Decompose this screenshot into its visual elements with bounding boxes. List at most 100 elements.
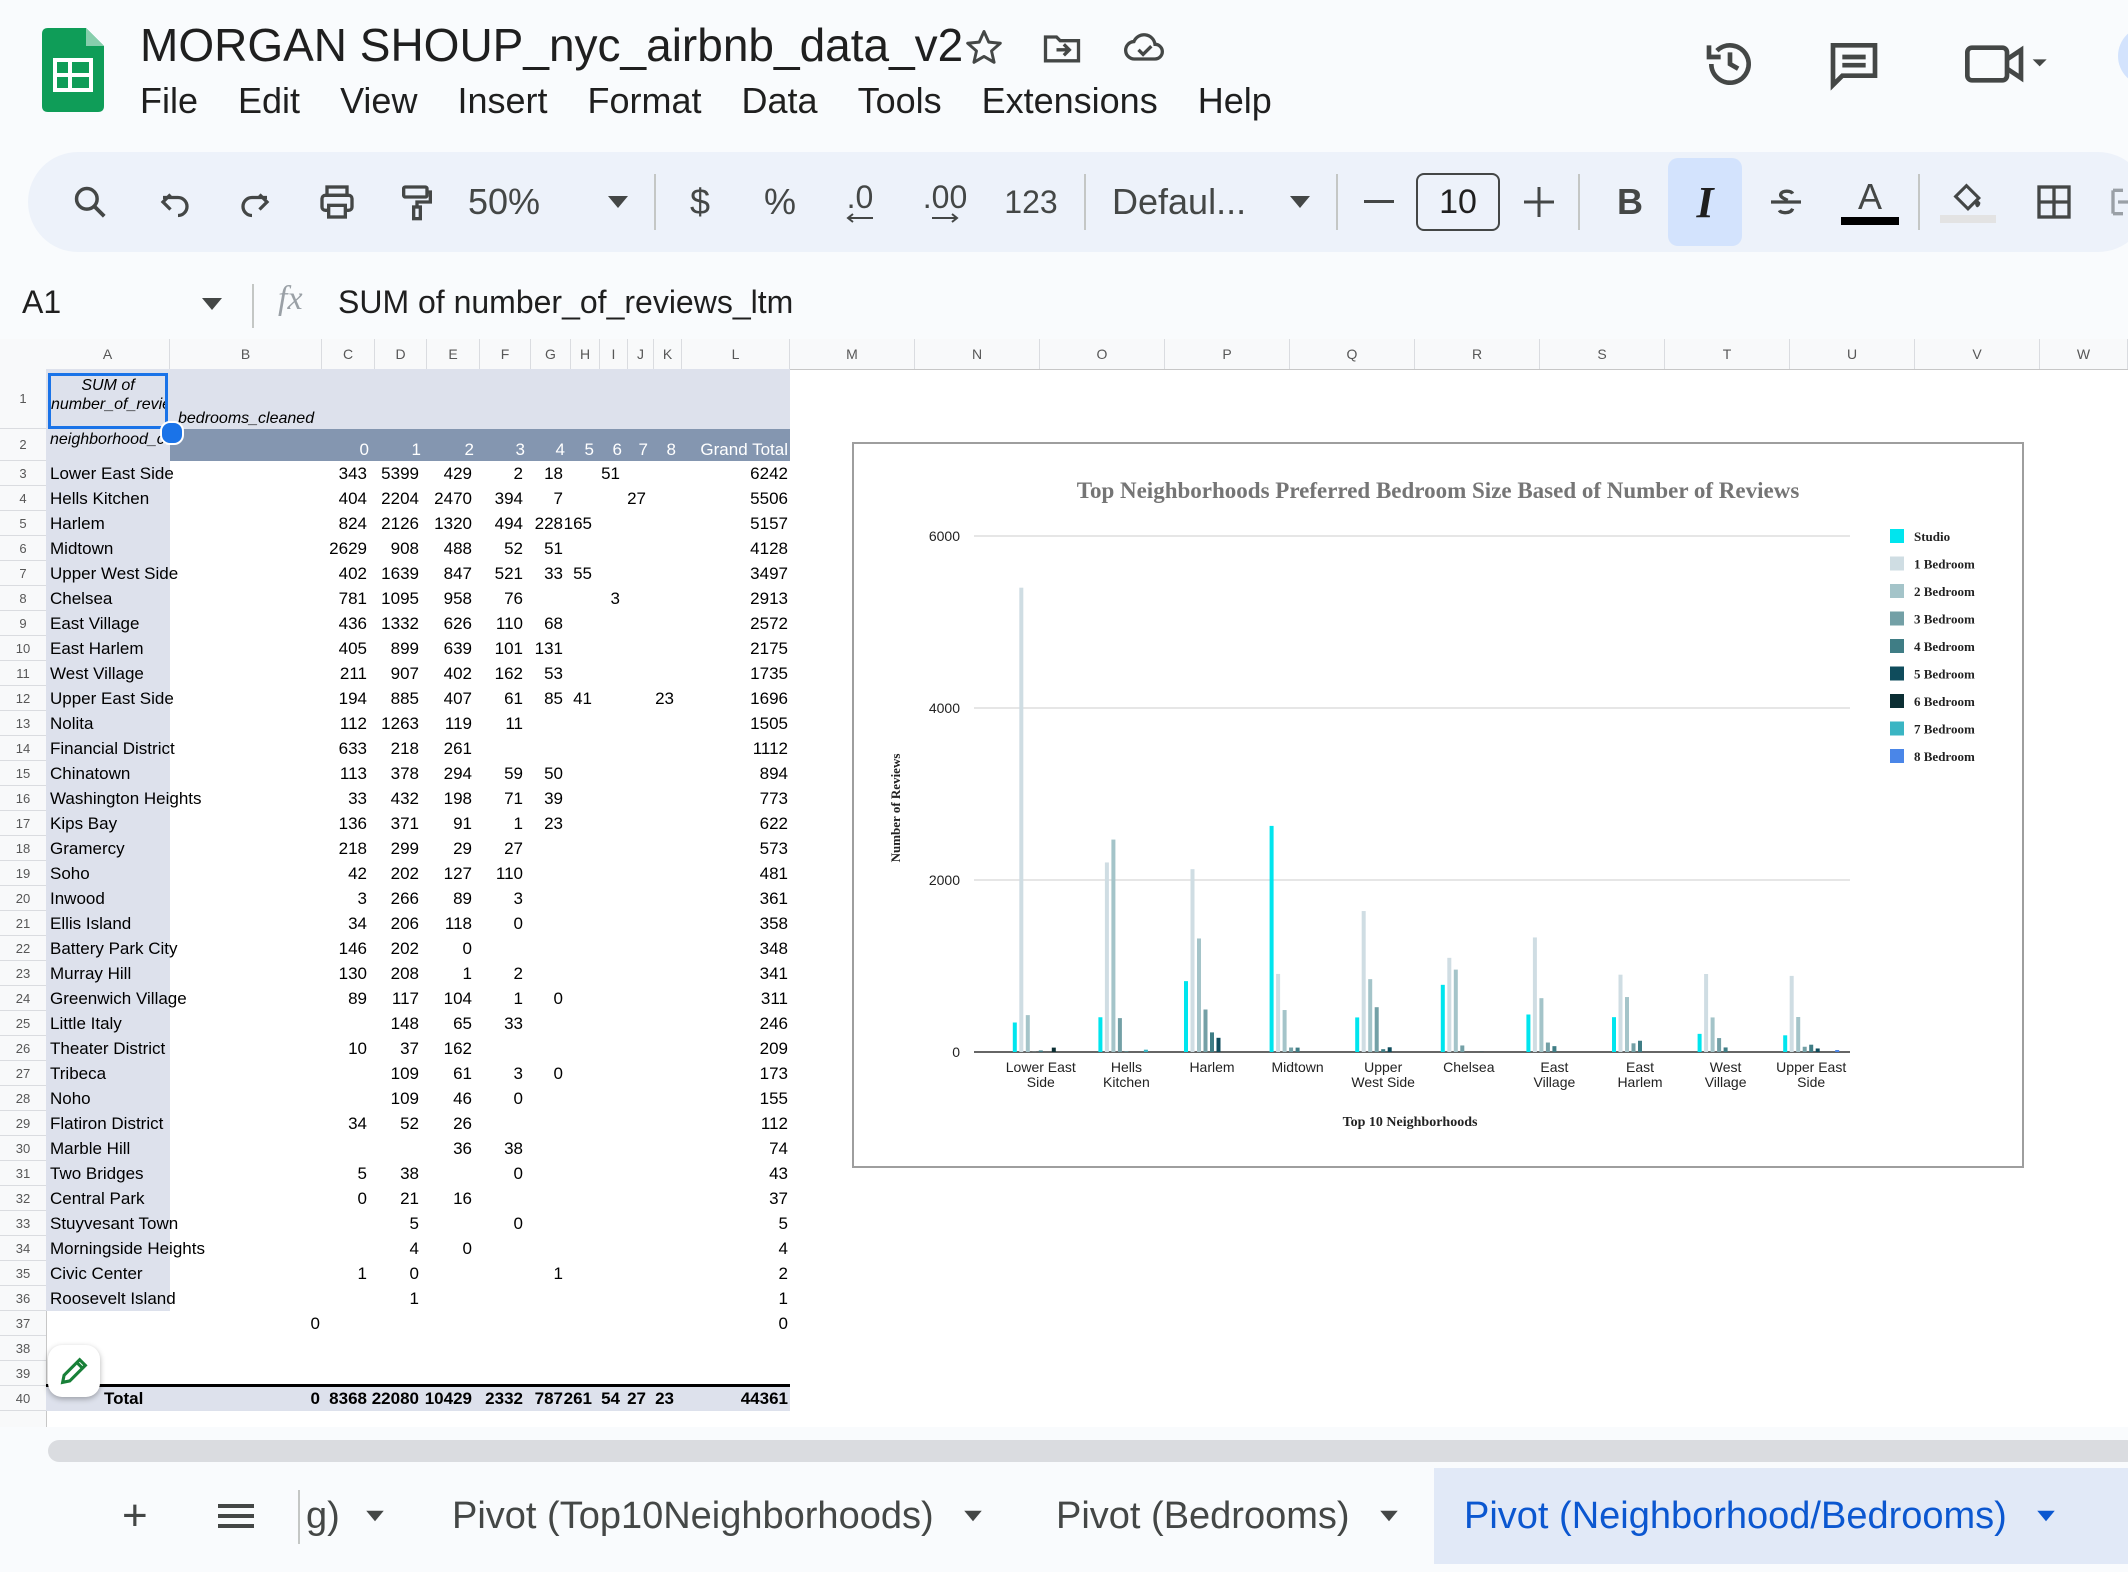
bedroom-header-5[interactable]: 5 xyxy=(584,440,594,459)
row-header-3[interactable]: 3 xyxy=(0,461,46,486)
total-row-blank-cell[interactable]: 0 xyxy=(310,1389,320,1408)
row-total-cell[interactable]: 43 xyxy=(769,1164,788,1183)
column-header-w[interactable]: W xyxy=(2040,339,2128,369)
increase-decimal-button[interactable]: .00 xyxy=(914,152,976,252)
value-cell[interactable]: 0 xyxy=(553,989,563,1008)
value-cell[interactable]: 23 xyxy=(544,814,563,833)
value-cell[interactable]: 343 xyxy=(338,464,367,483)
menu-insert[interactable]: Insert xyxy=(457,80,548,121)
value-cell[interactable]: 633 xyxy=(338,739,367,758)
bedroom-header-4[interactable]: 4 xyxy=(555,440,565,459)
zoom-select[interactable]: 50% xyxy=(468,152,578,252)
value-cell[interactable]: 0 xyxy=(409,1264,419,1283)
currency-format-button[interactable]: $ xyxy=(689,181,711,222)
value-cell[interactable]: 59 xyxy=(504,764,523,783)
row-total-cell[interactable]: 155 xyxy=(759,1089,788,1108)
pivot-header-a2[interactable]: neighborhood_cleaned xyxy=(50,431,170,448)
value-cell[interactable]: 33 xyxy=(348,789,367,808)
value-cell[interactable]: 38 xyxy=(400,1164,419,1183)
value-cell[interactable]: 162 xyxy=(443,1039,472,1058)
value-cell[interactable]: 0 xyxy=(357,1189,367,1208)
column-header-p[interactable]: P xyxy=(1165,339,1290,369)
value-cell[interactable]: 1095 xyxy=(381,589,419,608)
zoom-dropdown-icon[interactable] xyxy=(598,152,638,252)
value-cell[interactable]: 371 xyxy=(390,814,419,833)
neighborhood-cell[interactable]: Theater District xyxy=(50,1039,166,1058)
row-header-40[interactable]: 40 xyxy=(0,1386,46,1411)
value-cell[interactable]: 65 xyxy=(453,1014,472,1033)
print-icon[interactable] xyxy=(312,152,362,252)
value-cell[interactable]: 18 xyxy=(544,464,563,483)
column-header-b[interactable]: B xyxy=(170,339,322,369)
column-header-h[interactable]: H xyxy=(571,339,600,369)
row-total-cell[interactable]: 209 xyxy=(759,1039,788,1058)
row-total-cell[interactable]: 1 xyxy=(778,1289,788,1308)
column-header-s[interactable]: S xyxy=(1540,339,1665,369)
row-header-17[interactable]: 17 xyxy=(0,811,46,836)
row-total-cell[interactable]: 2913 xyxy=(750,589,788,608)
neighborhood-cell[interactable]: Harlem xyxy=(50,514,105,533)
font-dropdown-icon[interactable] xyxy=(1280,152,1320,252)
value-cell[interactable]: 11 xyxy=(505,714,523,733)
row-header-1[interactable]: 1 xyxy=(0,369,46,429)
neighborhood-cell[interactable]: Stuyvesant Town xyxy=(50,1214,179,1233)
row-header-24[interactable]: 24 xyxy=(0,986,46,1011)
value-cell[interactable]: 824 xyxy=(338,514,367,533)
value-cell[interactable]: 208 xyxy=(390,964,419,983)
row-header-6[interactable]: 6 xyxy=(0,536,46,561)
formula-input[interactable]: SUM of number_of_reviews_ltm xyxy=(338,284,794,320)
total-row-value-cell[interactable]: 23 xyxy=(655,1389,674,1408)
value-cell[interactable]: 53 xyxy=(544,664,563,683)
value-cell[interactable]: 37 xyxy=(400,1039,419,1058)
value-cell[interactable]: 110 xyxy=(495,614,523,633)
value-cell[interactable]: 27 xyxy=(627,489,646,508)
value-cell[interactable]: 0 xyxy=(513,1164,523,1183)
row-total-cell[interactable]: 246 xyxy=(759,1014,788,1033)
value-cell[interactable]: 404 xyxy=(338,489,367,508)
value-cell[interactable]: 0 xyxy=(513,914,523,933)
value-cell[interactable]: 165 xyxy=(563,514,592,533)
value-cell[interactable]: 3 xyxy=(513,1064,523,1083)
value-cell[interactable]: 50 xyxy=(544,764,563,783)
row-total-cell[interactable]: 1112 xyxy=(752,739,788,758)
row-header-39[interactable]: 39 xyxy=(0,1361,46,1386)
merge-cells-icon[interactable] xyxy=(2108,152,2128,252)
menu-file[interactable]: File xyxy=(140,80,199,121)
document-title[interactable]: MORGAN SHOUP_nyc_airbnb_data_v2 xyxy=(140,19,964,71)
comments-icon[interactable] xyxy=(1826,36,1882,92)
column-header-n[interactable]: N xyxy=(915,339,1040,369)
row-header-31[interactable]: 31 xyxy=(0,1161,46,1186)
value-cell[interactable]: 41 xyxy=(573,689,592,708)
blank-row-cell[interactable]: 0 xyxy=(310,1314,320,1333)
value-cell[interactable]: 1 xyxy=(462,964,472,983)
menu-data[interactable]: Data xyxy=(741,80,818,121)
value-cell[interactable]: 429 xyxy=(443,464,472,483)
row-total-cell[interactable]: 358 xyxy=(759,914,788,933)
row-header-22[interactable]: 22 xyxy=(0,936,46,961)
increase-font-size-icon[interactable] xyxy=(1516,152,1562,252)
value-cell[interactable]: 136 xyxy=(338,814,367,833)
value-cell[interactable]: 3 xyxy=(513,889,523,908)
value-cell[interactable]: 36 xyxy=(453,1139,472,1158)
total-row-value-cell[interactable]: 787 xyxy=(534,1389,563,1408)
value-cell[interactable]: 5 xyxy=(357,1164,367,1183)
neighborhood-cell[interactable]: Hells Kitchen xyxy=(50,489,150,508)
value-cell[interactable]: 198 xyxy=(443,789,472,808)
neighborhood-cell[interactable]: Soho xyxy=(50,864,90,883)
name-box-dropdown-icon[interactable] xyxy=(198,296,226,312)
column-header-t[interactable]: T xyxy=(1665,339,1790,369)
row-header-21[interactable]: 21 xyxy=(0,911,46,936)
row-header-9[interactable]: 9 xyxy=(0,611,46,636)
value-cell[interactable]: 131 xyxy=(534,639,563,658)
sheets-logo-icon[interactable] xyxy=(42,28,104,112)
value-cell[interactable]: 61 xyxy=(453,1064,472,1083)
blank-row-total-cell[interactable]: 0 xyxy=(778,1314,788,1333)
row-total-cell[interactable]: 4128 xyxy=(750,539,788,558)
row-total-cell[interactable]: 5506 xyxy=(750,489,788,508)
column-header-q[interactable]: Q xyxy=(1290,339,1415,369)
menu-view[interactable]: View xyxy=(340,80,418,121)
row-total-cell[interactable]: 1735 xyxy=(750,664,788,683)
column-header-c[interactable]: C xyxy=(322,339,375,369)
undo-icon[interactable] xyxy=(152,152,198,252)
